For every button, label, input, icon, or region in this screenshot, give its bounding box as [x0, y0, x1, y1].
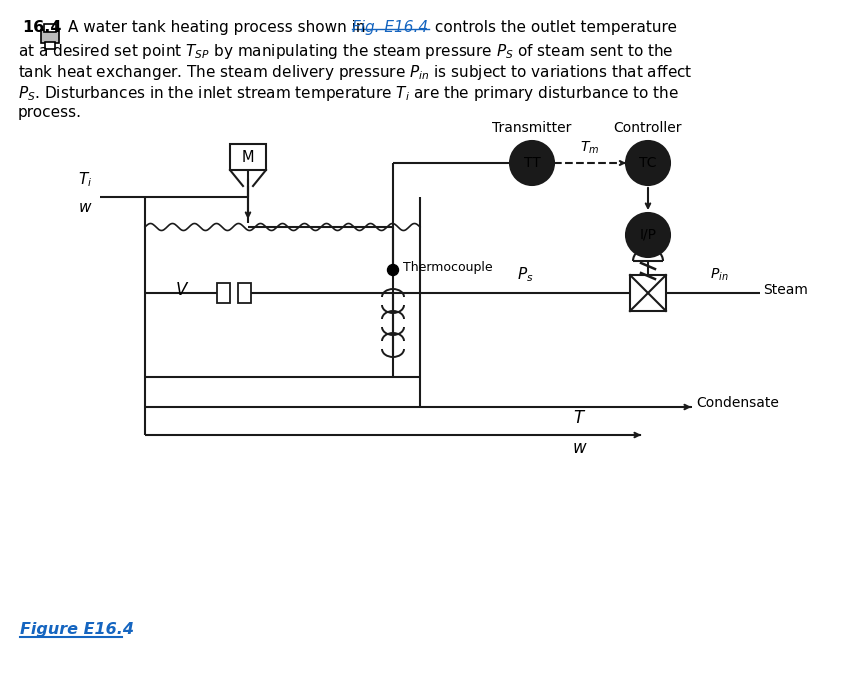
Text: Thermocouple: Thermocouple [403, 261, 492, 275]
Text: A water tank heating process shown in: A water tank heating process shown in [68, 20, 370, 35]
Text: Condensate: Condensate [696, 396, 779, 410]
Bar [45, 42, 55, 49]
Bar [230, 144, 266, 170]
Text: process.: process. [18, 105, 82, 120]
Text: $P_s$: $P_s$ [517, 265, 533, 284]
Bar [44, 24, 56, 32]
Circle shape [626, 141, 670, 185]
Text: TT: TT [523, 156, 541, 170]
Text: Controller: Controller [614, 121, 682, 135]
Text: 16.4: 16.4 [22, 20, 61, 35]
Text: Steam: Steam [763, 283, 808, 297]
Text: at a desired set point $T_{SP}$ by manipulating the steam pressure $P_S$ of stea: at a desired set point $T_{SP}$ by manip… [18, 42, 673, 61]
Bar [238, 283, 251, 303]
Circle shape [626, 213, 670, 257]
Text: TC: TC [639, 156, 657, 170]
Text: $T_i$: $T_i$ [77, 170, 92, 189]
Text: Transmitter: Transmitter [492, 121, 572, 135]
Text: Fig. E16.4: Fig. E16.4 [352, 20, 428, 35]
Text: $w$: $w$ [573, 439, 588, 457]
Text: M: M [242, 149, 254, 165]
Text: $w$: $w$ [77, 200, 92, 215]
Text: $P_{in}$: $P_{in}$ [710, 267, 728, 283]
Text: tank heat exchanger. The steam delivery pressure $P_{in}$ is subject to variatio: tank heat exchanger. The steam delivery … [18, 63, 692, 82]
Bar [217, 283, 230, 303]
Text: Figure E16.4: Figure E16.4 [20, 622, 134, 637]
Circle shape [510, 141, 554, 185]
Text: controls the outlet temperature: controls the outlet temperature [430, 20, 677, 35]
Text: $V$: $V$ [175, 281, 189, 299]
Circle shape [387, 265, 399, 275]
Text: $T$: $T$ [573, 409, 586, 427]
Text: $T_m$: $T_m$ [580, 140, 599, 156]
Text: I/P: I/P [640, 228, 656, 242]
Bar [41, 30, 59, 43]
Text: $P_S$. Disturbances in the inlet stream temperature $T_i$ are the primary distur: $P_S$. Disturbances in the inlet stream … [18, 84, 679, 103]
